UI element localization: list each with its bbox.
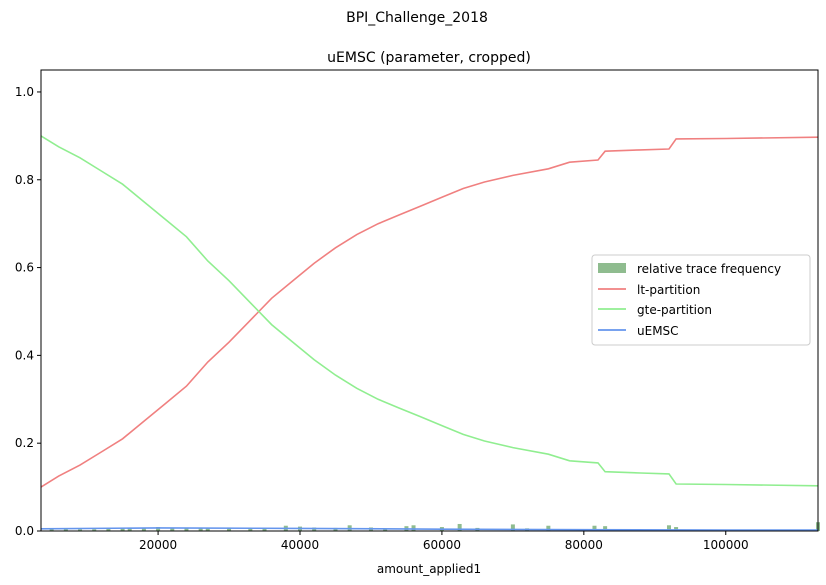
histogram-bar xyxy=(262,527,267,531)
histogram-bar xyxy=(248,528,253,531)
x-tick-label: 20000 xyxy=(139,538,177,552)
legend: relative trace frequency lt-partition gt… xyxy=(591,254,811,346)
series-line-lt-partition xyxy=(40,136,819,488)
histogram-bar xyxy=(603,526,608,531)
histogram-bar xyxy=(170,527,175,531)
histogram-bar xyxy=(78,529,83,531)
y-tick-label: 0.2 xyxy=(15,436,34,450)
series-lines xyxy=(40,135,819,531)
series-line-uemsc xyxy=(40,527,818,531)
y-tick-label: 0.6 xyxy=(15,261,34,275)
x-tick-label: 60000 xyxy=(423,538,461,552)
histogram-bar xyxy=(198,527,203,531)
histogram-bar xyxy=(120,528,125,531)
x-tick-label: 80000 xyxy=(565,538,603,552)
y-tick-label: 0.4 xyxy=(15,348,34,362)
histogram-bar xyxy=(156,527,161,531)
series-line-gte-partition xyxy=(40,135,819,487)
histogram-bar xyxy=(510,524,515,531)
histogram-bar xyxy=(457,523,462,531)
legend-label-uemsc: uEMSC xyxy=(637,324,679,338)
histogram-bar xyxy=(127,527,132,531)
x-tick-label: 100000 xyxy=(703,538,749,552)
y-tick-label: 1.0 xyxy=(15,85,34,99)
chart-title: uEMSC (parameter, cropped) xyxy=(327,50,531,66)
histogram-bar xyxy=(205,527,210,531)
histogram-bar xyxy=(674,527,679,531)
histogram-bar xyxy=(411,525,416,531)
histogram-bar xyxy=(227,527,232,531)
histogram-bar xyxy=(106,528,111,531)
legend-swatch-histogram xyxy=(598,263,626,273)
x-axis: 20000 40000 60000 80000 100000 xyxy=(139,531,749,552)
histogram-bar xyxy=(333,527,338,531)
legend-label-histogram: relative trace frequency xyxy=(637,262,781,276)
histogram-bar xyxy=(141,528,146,531)
histogram-bar xyxy=(666,525,671,531)
x-tick-label: 40000 xyxy=(281,538,319,552)
histogram-bar xyxy=(184,527,189,531)
y-tick-label: 0.8 xyxy=(15,173,34,187)
histogram-bar xyxy=(592,525,597,531)
histogram-bar xyxy=(92,529,97,531)
y-axis: 0.0 0.2 0.4 0.6 0.8 1.0 xyxy=(15,85,41,538)
x-axis-label: amount_applied1 xyxy=(377,562,481,576)
legend-frame xyxy=(591,254,811,346)
y-tick-label: 0.0 xyxy=(15,524,34,538)
legend-label-gte-partition: gte-partition xyxy=(637,303,712,317)
histogram-bar xyxy=(49,529,54,531)
legend-label-lt-partition: lt-partition xyxy=(637,283,700,297)
histogram-bar xyxy=(383,528,388,531)
plot-area-frame xyxy=(40,69,819,532)
histogram-bar xyxy=(546,525,551,531)
chart-suptitle: BPI_Challenge_2018 xyxy=(346,10,488,26)
histogram-bar xyxy=(63,528,68,531)
